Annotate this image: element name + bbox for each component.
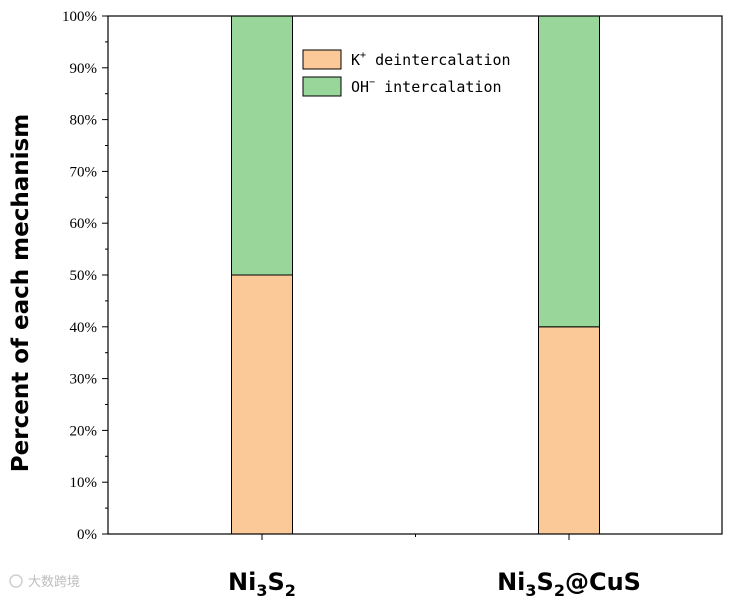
y-axis: 0% 10% 20% 30% 40% 50% 60% 70% 80% 90% 100% xyxy=(62,9,108,543)
legend-label: K+ deintercalation xyxy=(351,50,511,69)
y-axis-title: Percent of each mechanism xyxy=(8,114,34,472)
y-tick-label: 50% xyxy=(70,268,98,284)
legend: K+ deintercalation OH− intercalation xyxy=(302,49,511,97)
bar-segment-0-1 xyxy=(231,15,293,276)
x-tick-label: Ni3S2 xyxy=(228,568,296,599)
bar-segment-1-0 xyxy=(538,326,600,535)
legend-swatch xyxy=(302,76,342,97)
y-tick-label: 70% xyxy=(70,164,98,180)
y-tick-label: 0% xyxy=(77,527,97,543)
y-tick-label: 100% xyxy=(62,9,97,25)
watermark: 大数跨境 xyxy=(9,574,80,590)
bars-layer xyxy=(231,15,600,535)
y-tick-label: 80% xyxy=(70,113,98,129)
watermark-text: 大数跨境 xyxy=(28,575,80,590)
y-tick-label: 60% xyxy=(70,216,98,232)
y-tick-label: 20% xyxy=(70,423,98,439)
watermark-logo-icon xyxy=(9,574,23,588)
x-tick-label: Ni3S2@CuS xyxy=(497,568,641,599)
legend-label: OH− intercalation xyxy=(351,77,502,96)
y-tick-label: 10% xyxy=(70,475,98,491)
bar-segment-0-0 xyxy=(231,274,293,535)
y-tick-label: 40% xyxy=(70,320,98,336)
y-tick-label: 90% xyxy=(70,61,98,77)
legend-swatch xyxy=(302,49,342,70)
x-axis: Ni3S2 Ni3S2@CuS xyxy=(228,534,641,599)
bar-segment-1-1 xyxy=(538,15,600,328)
y-tick-label: 30% xyxy=(70,372,98,388)
